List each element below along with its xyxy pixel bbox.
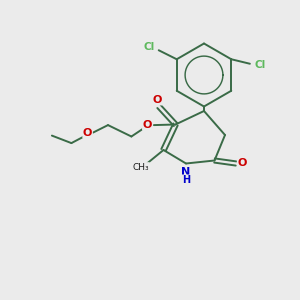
Text: O: O <box>142 120 152 130</box>
Text: CH₃: CH₃ <box>133 163 149 172</box>
Text: Cl: Cl <box>143 42 155 52</box>
Text: O: O <box>237 158 247 169</box>
Text: Cl: Cl <box>254 60 266 70</box>
Text: O: O <box>153 95 162 105</box>
Text: N: N <box>182 167 190 177</box>
Text: H: H <box>182 175 190 185</box>
Text: O: O <box>83 128 92 138</box>
